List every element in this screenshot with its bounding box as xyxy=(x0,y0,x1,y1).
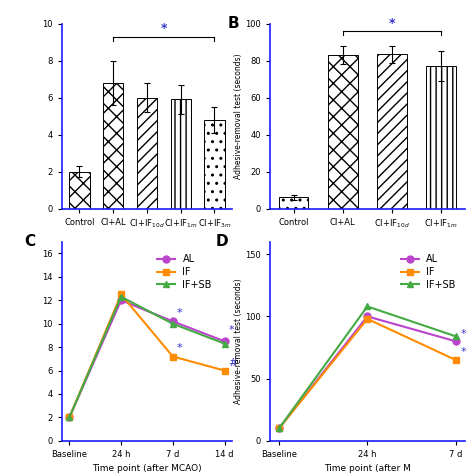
IF+SB xyxy=(453,334,458,339)
IF+SB xyxy=(66,415,72,420)
IF+SB xyxy=(118,294,124,300)
Text: *: * xyxy=(177,308,182,318)
IF xyxy=(276,426,282,431)
Bar xyxy=(69,172,90,209)
Text: *: * xyxy=(461,329,466,339)
Line: IF: IF xyxy=(275,315,459,432)
IF+SB xyxy=(276,426,282,431)
Line: AL: AL xyxy=(66,297,228,421)
IF+SB xyxy=(170,321,176,327)
Y-axis label: Adhesive-removal test (seconds): Adhesive-removal test (seconds) xyxy=(234,278,243,404)
X-axis label: Time point (after MCAO): Time point (after MCAO) xyxy=(92,465,202,474)
IF xyxy=(118,292,124,297)
Text: *: * xyxy=(177,343,182,353)
IF xyxy=(453,357,458,363)
AL xyxy=(118,298,124,303)
Text: D: D xyxy=(216,234,228,249)
Bar xyxy=(103,83,123,209)
Bar xyxy=(204,120,225,209)
Text: *: * xyxy=(389,17,395,30)
AL xyxy=(66,415,72,420)
IF xyxy=(222,368,228,374)
IF+SB xyxy=(365,303,370,309)
AL xyxy=(170,319,176,324)
X-axis label: Time point (after M: Time point (after M xyxy=(324,465,411,474)
Line: AL: AL xyxy=(275,313,459,432)
Line: IF+SB: IF+SB xyxy=(66,293,228,421)
Bar xyxy=(279,198,309,209)
IF+SB xyxy=(222,341,228,346)
Bar xyxy=(171,100,191,209)
IF xyxy=(66,415,72,420)
Text: C: C xyxy=(24,234,35,249)
Text: *: * xyxy=(461,347,466,357)
Y-axis label: Adhesive-removal test (seconds): Adhesive-removal test (seconds) xyxy=(234,53,243,179)
Bar xyxy=(377,54,407,209)
Line: IF+SB: IF+SB xyxy=(275,303,459,432)
AL xyxy=(222,338,228,344)
AL xyxy=(276,426,282,431)
Bar xyxy=(137,98,157,209)
Text: #: # xyxy=(228,358,238,368)
Text: B: B xyxy=(228,16,239,31)
Bar xyxy=(426,66,456,209)
Text: *: * xyxy=(228,326,234,336)
Bar xyxy=(328,55,357,209)
Legend: AL, IF, IF+SB: AL, IF, IF+SB xyxy=(397,251,460,294)
Line: IF: IF xyxy=(66,291,228,421)
IF xyxy=(365,316,370,322)
AL xyxy=(453,338,458,344)
Legend: AL, IF, IF+SB: AL, IF, IF+SB xyxy=(153,251,216,294)
AL xyxy=(365,314,370,319)
Text: *: * xyxy=(161,22,167,35)
IF xyxy=(170,354,176,359)
